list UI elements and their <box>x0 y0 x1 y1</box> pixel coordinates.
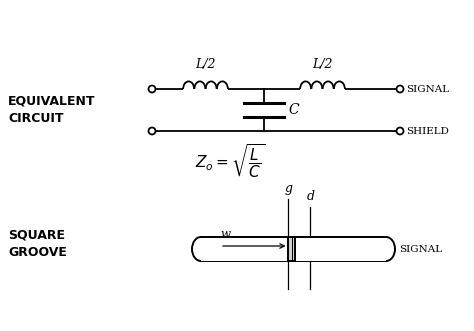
Circle shape <box>148 127 155 134</box>
Text: L/2: L/2 <box>312 58 333 71</box>
Text: L/2: L/2 <box>195 58 216 71</box>
Bar <box>295 238 386 260</box>
Text: SIGNAL: SIGNAL <box>406 84 449 93</box>
Text: SHIELD: SHIELD <box>406 126 449 135</box>
Text: SQUARE
GROOVE: SQUARE GROOVE <box>8 228 67 260</box>
Circle shape <box>396 85 403 92</box>
Bar <box>201 238 289 260</box>
Text: C: C <box>288 103 299 117</box>
Circle shape <box>148 85 155 92</box>
Text: g: g <box>284 182 292 195</box>
Text: d: d <box>307 190 315 203</box>
Bar <box>289 237 295 261</box>
Text: w: w <box>220 228 230 241</box>
Text: SIGNAL: SIGNAL <box>399 245 442 254</box>
Circle shape <box>396 127 403 134</box>
Text: EQUIVALENT
CIRCUIT: EQUIVALENT CIRCUIT <box>8 94 95 125</box>
Text: $Z_o = \sqrt{\dfrac{L}{C}}$: $Z_o = \sqrt{\dfrac{L}{C}}$ <box>195 142 265 180</box>
